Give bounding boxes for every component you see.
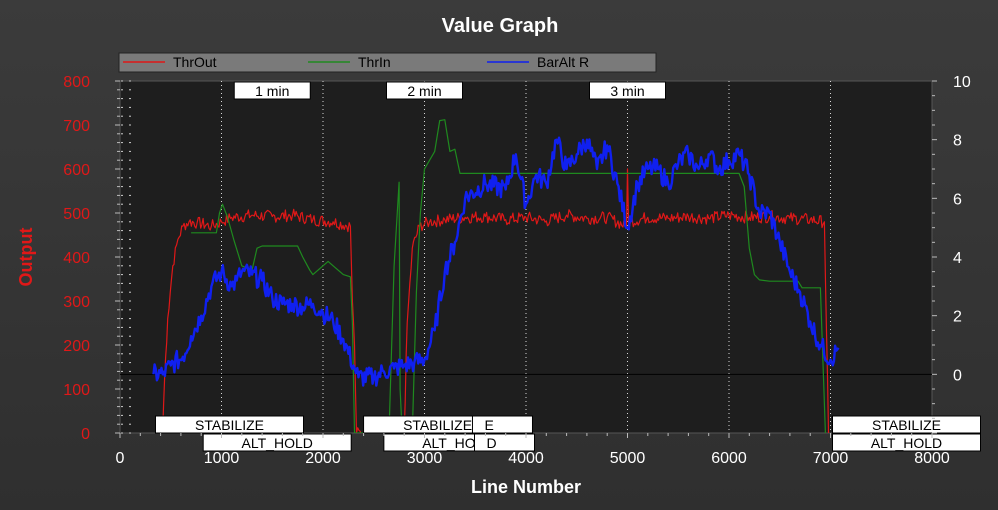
series-layer	[152, 119, 840, 433]
y-tick-label: 400	[63, 250, 90, 267]
x-tick-label: 5000	[610, 450, 646, 467]
time-label: 2 min	[407, 83, 441, 99]
x-tick-label: 1000	[204, 450, 240, 467]
x-tick-label: 8000	[914, 450, 950, 467]
y-tick-label: 0	[81, 426, 90, 443]
series-line-baralt-r	[152, 136, 840, 387]
time-label: 1 min	[255, 83, 289, 99]
time-label: 3 min	[610, 83, 644, 99]
y-axis-title: Output	[16, 228, 36, 287]
y2-tick-label: 4	[953, 250, 962, 267]
time-label-box	[386, 81, 463, 100]
time-label-box	[233, 81, 311, 100]
time-label-box	[589, 81, 666, 100]
y2-tick-label: 0	[953, 367, 962, 384]
x-tick-label: 7000	[813, 450, 849, 467]
mode-label-box	[154, 415, 304, 434]
y-tick-label: 700	[63, 118, 90, 135]
x-tick-label: 3000	[407, 450, 443, 467]
x-tick-label: 6000	[711, 450, 747, 467]
x-tick-label: 0	[116, 450, 125, 467]
y-tick-label: 600	[63, 162, 90, 179]
mode-label-box	[471, 415, 533, 434]
legend-box	[118, 52, 657, 73]
x-tick-label: 4000	[508, 450, 544, 467]
legend[interactable]: ThrOut ThrIn BarAlt R	[118, 52, 657, 73]
mode-label: D	[487, 435, 497, 451]
y-tick-label: 500	[63, 206, 90, 223]
y-tick-label: 300	[63, 294, 90, 311]
legend-item-label[interactable]: ThrOut	[173, 54, 217, 70]
chart-title: Value Graph	[442, 15, 559, 37]
series-line-throut	[162, 168, 830, 433]
y-tick-label: 200	[63, 338, 90, 355]
legend-item-label[interactable]: BarAlt R	[537, 54, 589, 70]
y-tick-label: 800	[63, 74, 90, 91]
y2-tick-label: 2	[953, 309, 962, 326]
mode-label-box	[474, 433, 536, 452]
mode-label: STABILIZE	[195, 417, 264, 433]
mode-label: STABILIZE	[872, 417, 941, 433]
y2-tick-label: 8	[953, 133, 962, 150]
mode-label-box	[832, 433, 981, 452]
series-line-thrin	[191, 119, 826, 433]
mode-label: ALT_HOLD	[871, 435, 942, 451]
y2-tick-label: 6	[953, 191, 962, 208]
x-axis-title: Line Number	[471, 477, 581, 497]
mode-label: E	[484, 417, 493, 433]
y2-tick-label: 10	[953, 74, 971, 91]
mode-label: ALT_HOLD	[242, 435, 313, 451]
marker-layer: 1 min 2 min 3 min STABILIZE ALT_HOLD STABILIZ…	[154, 81, 981, 452]
y-tick-label: 100	[63, 382, 90, 399]
legend-item-label[interactable]: ThrIn	[358, 54, 391, 70]
mode-label: STABILIZE	[403, 417, 472, 433]
x-tick-label: 2000	[305, 450, 341, 467]
grid-layer	[120, 81, 932, 433]
mode-label-box	[832, 415, 981, 434]
mode-label-box	[202, 433, 352, 452]
